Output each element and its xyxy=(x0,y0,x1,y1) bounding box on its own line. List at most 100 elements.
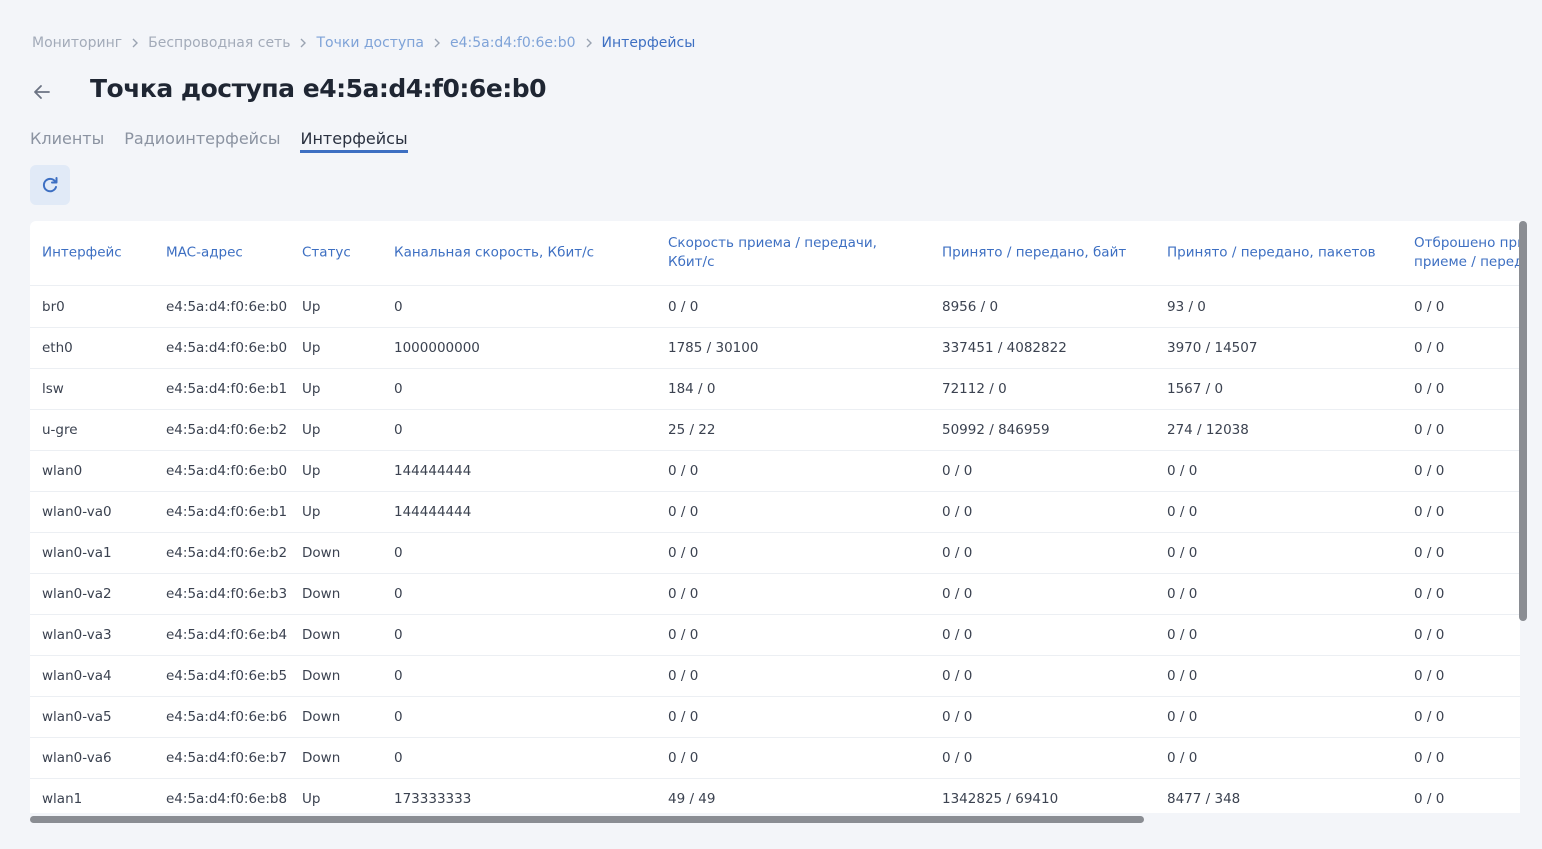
cell: 0 / 0 xyxy=(942,503,973,520)
cell: eth0 xyxy=(42,339,73,356)
cell: wlan0 xyxy=(42,462,83,479)
breadcrumb-separator xyxy=(132,38,139,48)
tab[interactable]: Интерфейсы xyxy=(300,129,408,153)
back-button[interactable] xyxy=(32,82,52,102)
breadcrumb-item[interactable]: Беспроводная сеть xyxy=(148,35,291,51)
cell: 0 / 0 xyxy=(1167,503,1198,520)
cell: Up xyxy=(302,462,321,479)
cell: Down xyxy=(302,749,341,766)
interfaces-table: Интерфейс MAC-адрес Статус Канальная скорос… xyxy=(30,221,1520,813)
cell: 0 / 0 xyxy=(942,462,973,479)
vertical-scrollbar[interactable] xyxy=(1519,221,1527,621)
cell: 0 / 0 xyxy=(1414,462,1445,479)
table-row: wlan1 e4:5a:d4:f0:6e:b8 Up 173333333 49 / 49… xyxy=(30,778,1520,813)
cell: 0 / 0 xyxy=(1414,380,1445,397)
cell: wlan0-va2 xyxy=(42,585,112,602)
cell: 144444444 xyxy=(394,503,472,520)
cell: 0 / 0 xyxy=(1414,421,1445,438)
cell: 72112 / 0 xyxy=(942,380,1007,397)
cell: 8477 / 348 xyxy=(1167,790,1241,807)
cell: 274 / 12038 xyxy=(1167,421,1249,438)
cell: e4:5a:d4:f0:6e:b0 xyxy=(166,339,288,356)
cell: 0 / 0 xyxy=(1167,462,1198,479)
cell: wlan0-va1 xyxy=(42,544,112,561)
table-row: eth0 e4:5a:d4:f0:6e:b0 Up 1000000000 1785 / … xyxy=(30,327,1520,369)
cell: Up xyxy=(302,339,321,356)
cell: 1000000000 xyxy=(394,339,480,356)
cell: 0 / 0 xyxy=(942,544,973,561)
cell: 0 / 0 xyxy=(1414,749,1445,766)
tabs: Клиенты Радиоинтерфейсы Интерфейсы xyxy=(30,129,408,153)
cell: 0 / 0 xyxy=(1414,339,1445,356)
cell: 0 / 0 xyxy=(668,544,699,561)
column-header: Канальная скорость, Кбит/с xyxy=(394,244,595,261)
breadcrumb-item: Интерфейсы xyxy=(601,35,696,51)
horizontal-scrollbar[interactable] xyxy=(30,816,1144,823)
table-row: wlan0-va5 e4:5a:d4:f0:6e:b6 Down 0 0 / 0 0 / … xyxy=(30,696,1520,738)
cell: 1785 / 30100 xyxy=(668,339,759,356)
cell: Down xyxy=(302,626,341,643)
cell: Up xyxy=(302,790,321,807)
cell: 0 / 0 xyxy=(942,708,973,725)
column-header: Принято / передано, байт xyxy=(942,244,1127,261)
cell: 0 / 0 xyxy=(668,749,699,766)
cell: wlan0-va6 xyxy=(42,749,112,766)
cell: 0 xyxy=(394,298,403,315)
cell: 0 / 0 xyxy=(1414,667,1445,684)
cell: e4:5a:d4:f0:6e:b0 xyxy=(166,462,288,479)
tab[interactable]: Радиоинтерфейсы xyxy=(124,129,281,148)
cell: wlan0-va3 xyxy=(42,626,112,643)
cell: 0 / 0 xyxy=(1414,585,1445,602)
cell: 0 / 0 xyxy=(668,708,699,725)
cell: 1567 / 0 xyxy=(1167,380,1224,397)
cell: 0 xyxy=(394,626,403,643)
cell: Down xyxy=(302,544,341,561)
cell: wlan0-va4 xyxy=(42,667,112,684)
cell: 0 / 0 xyxy=(1414,708,1445,725)
breadcrumb: Мониторинг Беспроводная сеть Точки доступа… xyxy=(32,35,695,51)
breadcrumb-separator xyxy=(300,38,307,48)
cell: 93 / 0 xyxy=(1167,298,1206,315)
cell: br0 xyxy=(42,298,65,315)
cell: Up xyxy=(302,503,321,520)
cell: 0 xyxy=(394,667,403,684)
column-header: MAC-адрес xyxy=(166,244,243,261)
cell: e4:5a:d4:f0:6e:b7 xyxy=(166,749,288,766)
cell: 0 / 0 xyxy=(668,462,699,479)
cell: wlan0-va5 xyxy=(42,708,112,725)
cell: 0 / 0 xyxy=(1167,585,1198,602)
table-row: wlan0 e4:5a:d4:f0:6e:b0 Up 144444444 0 / 0 0 … xyxy=(30,450,1520,492)
column-header: Скорость приема / передачи, Кбит/с xyxy=(668,235,877,270)
cell: 0 / 0 xyxy=(1167,749,1198,766)
cell: 0 / 0 xyxy=(1414,298,1445,315)
cell: 0 / 0 xyxy=(668,298,699,315)
cell: 0 / 0 xyxy=(668,585,699,602)
breadcrumb-separator xyxy=(434,38,440,48)
cell: 0 / 0 xyxy=(1414,544,1445,561)
column-header: Интерфейс xyxy=(42,244,122,261)
cell: 25 / 22 xyxy=(668,421,716,438)
cell: Down xyxy=(302,585,341,602)
breadcrumb-item[interactable]: Мониторинг xyxy=(32,35,123,51)
cell: 173333333 xyxy=(394,790,472,807)
breadcrumb-item[interactable]: Точки доступа xyxy=(316,35,424,51)
cell: 0 xyxy=(394,749,403,766)
refresh-button[interactable] xyxy=(30,165,70,205)
cell: 0 / 0 xyxy=(1167,544,1198,561)
cell: 184 / 0 xyxy=(668,380,716,397)
cell: 0 / 0 xyxy=(1414,626,1445,643)
cell: 0 xyxy=(394,421,403,438)
cell: e4:5a:d4:f0:6e:b2 xyxy=(166,421,288,438)
breadcrumb-item[interactable]: e4:5a:d4:f0:6e:b0 xyxy=(449,35,576,51)
column-header: Принято / передано, пакетов xyxy=(1167,244,1376,261)
tab[interactable]: Клиенты xyxy=(30,129,105,148)
cell: lsw xyxy=(42,380,64,397)
cell: e4:5a:d4:f0:6e:b6 xyxy=(166,708,288,725)
cell: 0 / 0 xyxy=(942,749,973,766)
cell: 0 / 0 xyxy=(1414,790,1445,807)
breadcrumb-separator xyxy=(586,38,592,48)
cell: e4:5a:d4:f0:6e:b2 xyxy=(166,544,288,561)
cell: 0 xyxy=(394,380,403,397)
cell: Up xyxy=(302,298,321,315)
cell: 0 / 0 xyxy=(942,626,973,643)
